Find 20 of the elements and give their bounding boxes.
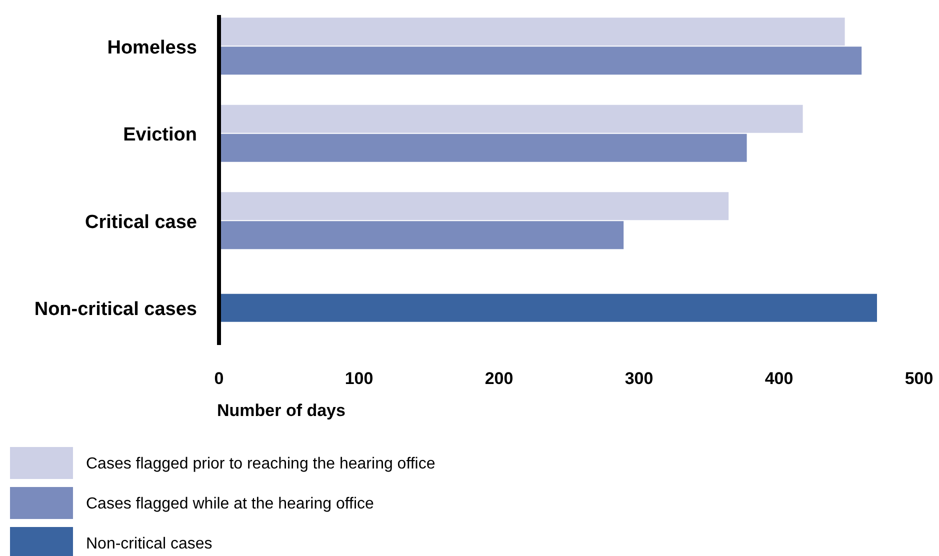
legend-label: Cases flagged prior to reaching the hearing office (86, 456, 436, 473)
y-tick-label: Non-critical cases (34, 299, 197, 320)
bar (219, 46, 862, 75)
bar (219, 104, 803, 133)
y-tick-label: Eviction (123, 124, 197, 146)
y-tick-label: Critical case (85, 212, 197, 233)
x-tick-label: 0 (214, 369, 224, 388)
x-tick-label: 200 (484, 369, 514, 388)
bar (219, 294, 877, 322)
x-tick-label: 300 (624, 369, 654, 388)
y-tick-label: Homeless (107, 37, 197, 58)
bar (219, 134, 747, 162)
x-tick-label: 500 (904, 369, 934, 388)
x-tick-label: 100 (344, 369, 374, 388)
bar (219, 221, 624, 250)
legend-label: Cases flagged while at the hearing office (86, 496, 374, 513)
bar (219, 192, 729, 220)
x-tick-label: 400 (764, 369, 794, 388)
bar (219, 18, 845, 46)
x-axis-title: Number of days (217, 401, 346, 420)
